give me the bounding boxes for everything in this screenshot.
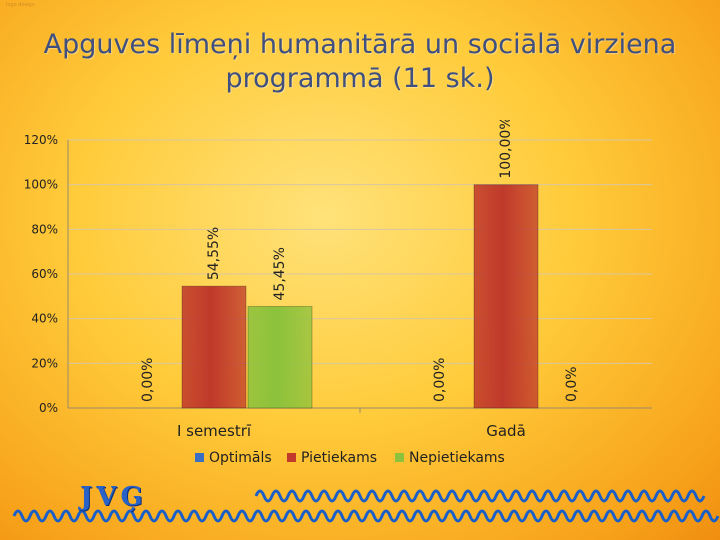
data-label: 0,00% bbox=[432, 358, 448, 402]
x-category-label: Gadā bbox=[486, 422, 526, 440]
corner-note: logo design bbox=[6, 2, 35, 8]
bar-pietiekams bbox=[181, 285, 247, 409]
slide-title: Apguves līmeņi humanitārā un sociālā vir… bbox=[0, 28, 720, 96]
y-tick-label: 100% bbox=[24, 178, 58, 192]
legend-label: Optimāls bbox=[209, 450, 272, 466]
data-label: 0,0% bbox=[564, 366, 580, 402]
legend-label: Nepietiekams bbox=[409, 450, 505, 466]
y-tick-label: 40% bbox=[31, 312, 58, 326]
wave-decoration bbox=[12, 489, 720, 523]
legend-swatch bbox=[287, 453, 296, 462]
data-label: 0,00% bbox=[140, 358, 156, 402]
y-tick-label: 120% bbox=[24, 133, 58, 147]
bar-chart: 0% 20% 40% 60% 80% 100% 120% 0,00% 54,55% 45,45% I… bbox=[24, 120, 652, 466]
data-label: 45,45% bbox=[272, 247, 288, 300]
y-tick-label: 80% bbox=[31, 222, 58, 236]
legend-label: Pietiekams bbox=[301, 450, 377, 466]
title-line-1: Apguves līmeņi humanitārā un sociālā vir… bbox=[43, 29, 677, 60]
y-tick-label: 20% bbox=[31, 356, 58, 370]
y-tick-label: 60% bbox=[31, 267, 58, 281]
legend-swatch bbox=[195, 453, 204, 462]
wave-line-bottom bbox=[12, 509, 720, 523]
data-label: 100,00% bbox=[498, 120, 514, 179]
legend-swatch bbox=[395, 453, 404, 462]
data-label: 54,55% bbox=[206, 227, 222, 280]
y-tick-label: 0% bbox=[39, 401, 58, 415]
title-line-2: programmā (11 sk.) bbox=[225, 63, 495, 94]
x-category-label: I semestrī bbox=[177, 422, 252, 440]
bar-pietiekams bbox=[473, 184, 539, 409]
school-logo: JVĢ bbox=[80, 482, 147, 512]
wave-line-top bbox=[254, 489, 706, 503]
bar-nepietiekams bbox=[247, 305, 313, 409]
